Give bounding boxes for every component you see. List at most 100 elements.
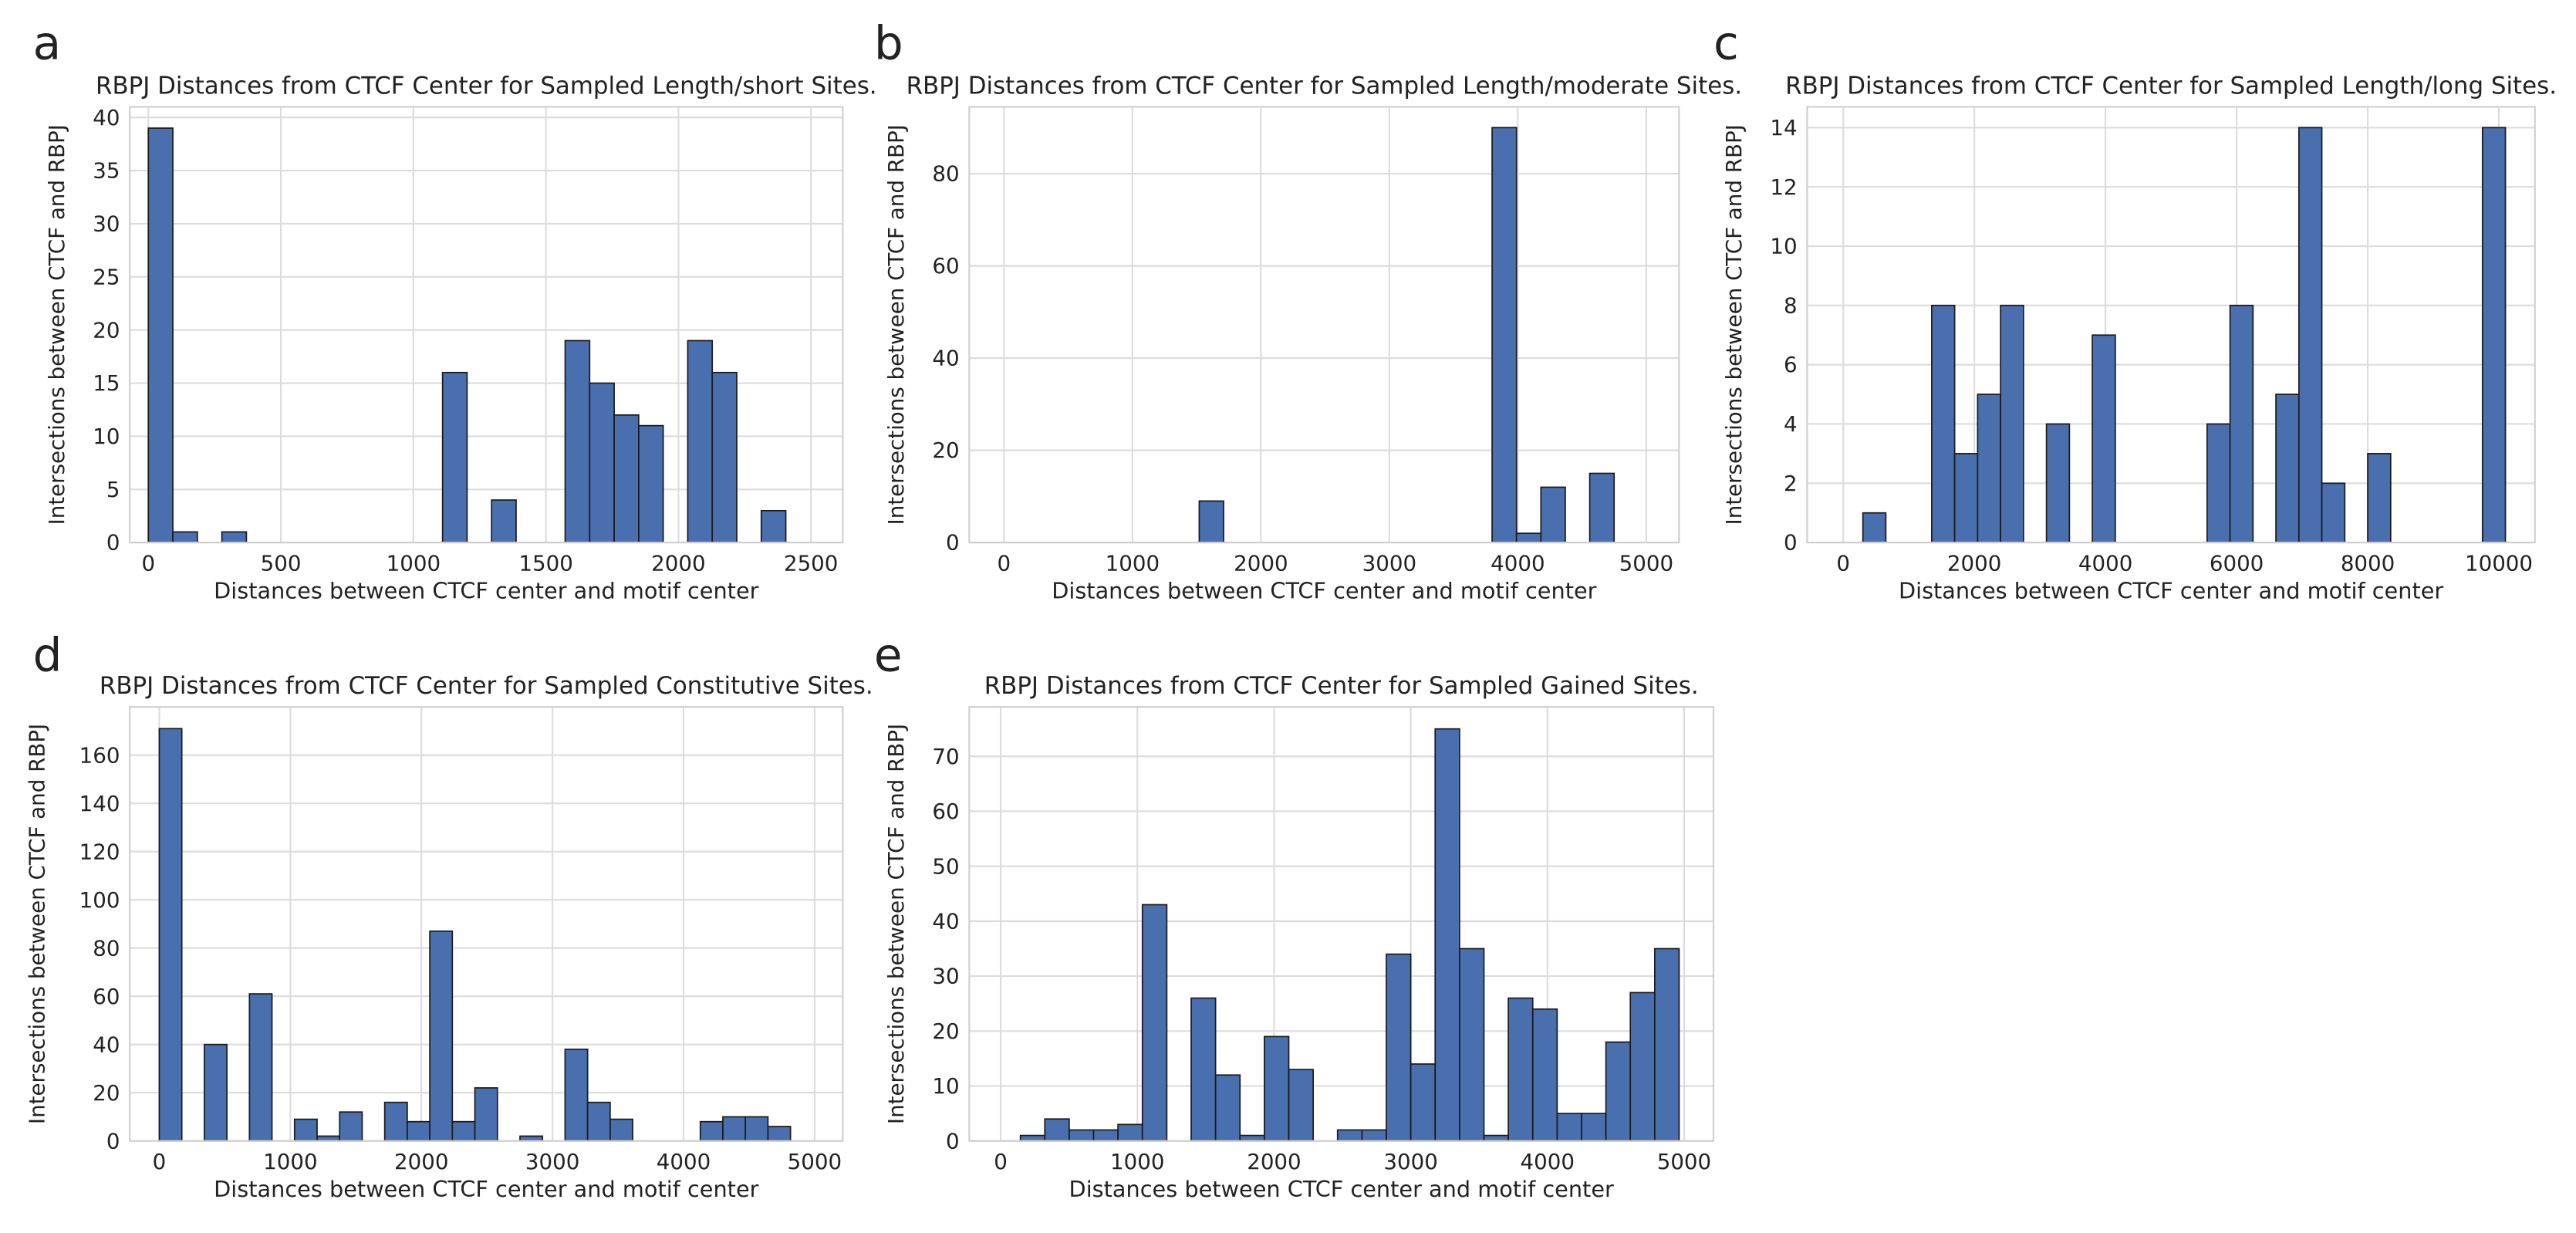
bar xyxy=(2092,334,2116,543)
bar xyxy=(1507,997,1534,1142)
bar xyxy=(147,127,174,543)
x-axis-label: Distances between CTCF center and motif … xyxy=(1052,578,1596,604)
x-tick-label: 0 xyxy=(994,1149,1008,1174)
x-tick-label: 2000 xyxy=(1247,1149,1301,1174)
bar xyxy=(451,1120,476,1142)
y-tick-label: 8 xyxy=(1784,292,1798,318)
bar xyxy=(1288,1069,1314,1142)
y-tick-label: 10 xyxy=(1770,234,1797,259)
y-tick-label: 6 xyxy=(1784,352,1798,377)
bar xyxy=(383,1101,408,1142)
bar xyxy=(711,371,738,543)
y-tick-label: 60 xyxy=(932,253,959,279)
bar xyxy=(1336,1129,1363,1142)
bar xyxy=(1653,948,1680,1142)
bar xyxy=(687,339,714,543)
y-axis-label: Intersections between CTCF and RBPJ xyxy=(883,124,909,525)
y-tick-label: 20 xyxy=(932,437,959,463)
plot-frame xyxy=(129,106,844,544)
x-tick-label: 0 xyxy=(153,1149,167,1174)
y-tick-label: 80 xyxy=(93,935,120,961)
y-tick-label: 15 xyxy=(93,370,120,396)
bar xyxy=(586,1101,611,1142)
y-tick-label: 30 xyxy=(93,211,120,237)
y-tick-label: 0 xyxy=(1784,530,1798,556)
x-tick-label: 3000 xyxy=(1383,1149,1437,1174)
y-tick-label: 120 xyxy=(79,839,120,864)
y-tick-label: 80 xyxy=(932,161,959,187)
x-axis-label: Distances between CTCF center and motif … xyxy=(214,578,758,604)
panel-letter: c xyxy=(1713,18,1739,71)
bar xyxy=(1515,532,1542,543)
x-tick-label: 8000 xyxy=(2341,550,2395,576)
bar xyxy=(1214,1074,1241,1142)
bar xyxy=(1588,472,1615,543)
y-tick-label: 0 xyxy=(946,530,960,556)
bar xyxy=(744,1116,769,1142)
bar xyxy=(1198,500,1224,543)
y-tick-label: 10 xyxy=(932,1073,959,1099)
bar xyxy=(1019,1134,1046,1142)
bar xyxy=(1629,991,1656,1142)
y-tick-label: 40 xyxy=(93,1032,120,1057)
bar xyxy=(1483,1134,1509,1142)
y-tick-label: 30 xyxy=(932,964,959,989)
x-axis-label: Distances between CTCF center and motif … xyxy=(1069,1176,1614,1202)
bar xyxy=(1862,512,1887,543)
panel-letter: d xyxy=(33,629,62,682)
bar xyxy=(722,1116,747,1142)
bar xyxy=(441,371,468,543)
bar xyxy=(1190,997,1217,1142)
bar xyxy=(1264,1035,1290,1142)
chart-title: RBPJ Distances from CTCF Center for Samp… xyxy=(96,72,877,100)
chart-title: RBPJ Distances from CTCF Center for Samp… xyxy=(1785,72,2557,100)
x-tick-label: 0 xyxy=(141,550,155,576)
bar xyxy=(1531,1008,1558,1142)
bar xyxy=(1491,127,1518,543)
x-tick-label: 4000 xyxy=(1491,550,1545,576)
bar xyxy=(1092,1129,1119,1142)
bar xyxy=(339,1111,363,1142)
y-tick-label: 100 xyxy=(79,887,120,913)
y-axis-label: Intersections between CTCF and RBPJ xyxy=(44,124,69,525)
bar xyxy=(1239,1134,1265,1142)
bar xyxy=(1931,304,1956,543)
bar xyxy=(1044,1118,1070,1142)
x-tick-label: 4000 xyxy=(2078,550,2132,576)
x-tick-label: 2000 xyxy=(1234,550,1288,576)
y-tick-label: 140 xyxy=(79,791,120,816)
y-tick-label: 10 xyxy=(93,424,120,449)
y-tick-label: 12 xyxy=(1770,174,1797,200)
y-tick-label: 0 xyxy=(106,1128,120,1154)
bar xyxy=(1117,1123,1143,1142)
bar xyxy=(2229,304,2254,543)
y-tick-label: 0 xyxy=(946,1128,960,1154)
bar xyxy=(760,509,787,543)
bar xyxy=(172,531,198,543)
y-tick-label: 60 xyxy=(93,984,120,1009)
chart-title: RBPJ Distances from CTCF Center for Samp… xyxy=(984,672,1699,700)
bar xyxy=(158,728,183,1142)
bar xyxy=(1581,1113,1607,1142)
x-tick-label: 0 xyxy=(998,550,1011,576)
bar xyxy=(1141,904,1168,1142)
bar xyxy=(564,1049,589,1142)
y-tick-label: 20 xyxy=(93,317,120,343)
bar xyxy=(1069,1129,1095,1142)
bar xyxy=(1459,948,1485,1142)
bar xyxy=(2321,482,2346,543)
x-tick-label: 500 xyxy=(261,550,302,576)
bar xyxy=(613,414,640,543)
bar xyxy=(1410,1063,1437,1142)
bar xyxy=(204,1043,228,1142)
bar xyxy=(221,531,248,543)
y-tick-label: 50 xyxy=(932,853,959,879)
bar xyxy=(2275,394,2300,543)
plot-frame xyxy=(129,706,844,1142)
x-tick-label: 2500 xyxy=(784,550,838,576)
y-tick-label: 40 xyxy=(93,105,120,130)
panel-letter: e xyxy=(874,629,903,682)
bar xyxy=(293,1118,318,1142)
